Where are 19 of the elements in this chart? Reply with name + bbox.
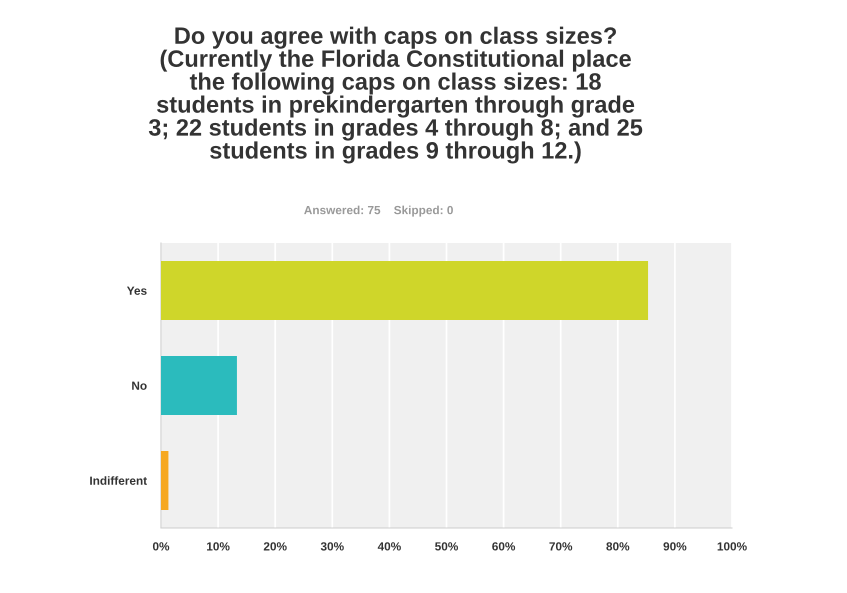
y-tick-label: Indifferent (90, 476, 147, 485)
bar (161, 356, 237, 415)
bar (161, 451, 168, 510)
y-tick-label: No (132, 382, 147, 390)
bar (161, 261, 648, 320)
x-tick-label: 20% (264, 542, 287, 551)
y-tick-label: Yes (126, 286, 147, 295)
x-tick-label: 60% (492, 542, 516, 551)
chart-title: Do you agree with caps on class sizes? (Currently the Florida Constitutional place the following caps on class sizes: 18 students in prekindergarten through grade 3; 22 students in grades 4 through 8; and 25 students in grades 9 through 12.) (148, 26, 642, 164)
x-tick-label: 100% (718, 542, 747, 551)
x-tick-label: 90% (663, 542, 686, 551)
x-tick-label: 10% (207, 542, 230, 551)
x-tick-label: 80% (606, 542, 630, 551)
x-tick-label: 0% (152, 542, 170, 551)
x-tick-label: 70% (549, 542, 572, 551)
x-tick-label: 40% (378, 542, 401, 551)
x-tick-label: 30% (320, 542, 344, 551)
chart-subtitle: Answered: 75 Skipped: 0 (304, 206, 453, 217)
x-tick-label: 50% (435, 542, 458, 551)
